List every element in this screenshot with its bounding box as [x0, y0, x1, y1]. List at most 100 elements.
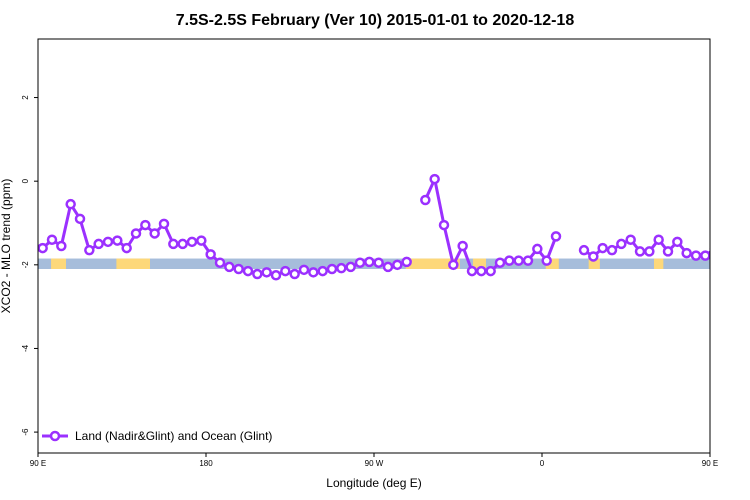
data-point-0-2-8 — [653, 234, 664, 245]
data-point-0-2-14 — [709, 246, 710, 252]
data-point-0-2-0 — [578, 244, 590, 256]
data-point-0-0-2 — [56, 240, 67, 252]
data-point-0-0-30 — [317, 265, 328, 277]
data-point-0-0-13 — [158, 218, 170, 230]
plot-area — [38, 173, 747, 281]
data-point-0-2-13 — [700, 250, 710, 261]
land-band-2 — [405, 258, 460, 269]
data-point-0-0-36 — [373, 257, 384, 268]
data-point-0-2-3 — [606, 244, 618, 256]
data-point-0-0-3 — [65, 198, 76, 210]
data-point-0-0-37 — [382, 261, 394, 273]
data-point-0-0-34 — [354, 257, 366, 268]
data-point-0-0-29 — [308, 267, 319, 278]
land-band-6 — [654, 258, 664, 269]
data-point-0-0-8 — [112, 235, 123, 246]
data-point-0-0-4 — [74, 213, 86, 225]
data-point-0-0-21 — [233, 263, 244, 275]
data-point-0-1-1 — [429, 173, 440, 185]
data-point-0-1-3 — [448, 259, 459, 271]
data-point-0-2-12 — [690, 250, 702, 261]
y-tick-label-3: -4 — [21, 344, 30, 352]
data-point-0-0-14 — [168, 238, 179, 250]
y-axis-label: XCO2 - MLO trend (ppm) — [0, 179, 13, 314]
x-tick-label-3: 0 — [540, 459, 545, 468]
data-point-0-1-6 — [476, 265, 487, 277]
land-band-5 — [588, 258, 600, 269]
data-point-0-0-26 — [280, 265, 291, 277]
data-point-0-2-10 — [672, 236, 683, 248]
data-point-0-2-5 — [625, 234, 636, 245]
data-point-0-0-22 — [242, 265, 254, 277]
legend: Land (Nadir&Glint) and Ocean (Glint) — [42, 429, 272, 443]
data-point-0-1-12 — [532, 243, 543, 255]
data-point-0-2-16 — [729, 242, 737, 250]
data-point-0-0-20 — [224, 261, 235, 273]
data-point-0-1-7 — [485, 265, 496, 277]
data-point-0-2-4 — [616, 238, 627, 250]
data-point-0-2-11 — [681, 247, 692, 259]
x-tick-label-1: 180 — [199, 459, 213, 468]
land-band-4 — [545, 258, 559, 269]
y-tick-label-0: 2 — [21, 95, 30, 100]
data-point-0-0-18 — [205, 249, 216, 260]
land-band-3 — [472, 258, 486, 269]
data-point-0-2-17 — [739, 200, 747, 208]
data-point-0-0-24 — [261, 267, 272, 278]
y-axis: 2 0 -2 -4 -6 — [21, 95, 38, 436]
y-tick-label-2: -2 — [21, 261, 30, 269]
x-tick-label-0: 90 E — [30, 459, 46, 468]
data-point-0-1-2 — [438, 219, 450, 231]
legend-label: Land (Nadir&Glint) and Ocean (Glint) — [75, 429, 272, 443]
x-axis-label: Longitude (deg E) — [326, 476, 421, 490]
data-point-0-1-10 — [513, 255, 524, 266]
data-point-0-2-1 — [588, 251, 599, 262]
data-point-0-2-15 — [720, 236, 728, 244]
data-point-0-1-13 — [541, 255, 552, 266]
data-point-0-0-38 — [392, 259, 403, 271]
data-point-0-0-12 — [149, 228, 160, 239]
data-point-0-0-6 — [93, 238, 104, 250]
data-point-0-0-19 — [214, 257, 226, 268]
data-point-0-0-1 — [46, 234, 58, 245]
data-point-0-0-16 — [186, 236, 198, 248]
data-point-0-0-9 — [121, 242, 132, 254]
chart-title: 7.5S-2.5S February (Ver 10) 2015-01-01 t… — [176, 12, 575, 29]
data-point-0-0-33 — [345, 261, 356, 273]
x-axis: 90 E 180 90 W 0 90 E — [30, 453, 718, 468]
land-band-1 — [116, 258, 150, 269]
data-point-0-0-27 — [289, 268, 300, 280]
data-point-0-1-11 — [522, 255, 534, 266]
data-point-0-0-39 — [401, 256, 412, 268]
data-point-0-0-25 — [270, 270, 282, 281]
data-point-0-2-7 — [644, 246, 655, 257]
data-point-0-2-2 — [597, 242, 608, 254]
data-point-0-0-15 — [177, 238, 188, 250]
data-point-0-0-5 — [84, 244, 95, 256]
data-point-0-0-10 — [130, 228, 142, 239]
data-point-0-0-32 — [336, 262, 347, 274]
data-point-0-1-5 — [466, 265, 478, 277]
data-point-0-0-0 — [38, 242, 48, 254]
data-point-0-0-35 — [364, 256, 375, 268]
data-point-0-1-4 — [457, 240, 468, 252]
data-point-0-0-28 — [298, 264, 310, 276]
data-point-0-2-6 — [634, 246, 646, 257]
y-tick-label-1: 0 — [21, 178, 30, 183]
land-band-0 — [51, 258, 66, 269]
legend-marker-swatch — [49, 430, 61, 442]
data-point-0-0-23 — [252, 268, 263, 280]
data-point-0-0-17 — [196, 235, 207, 246]
data-point-0-0-7 — [102, 236, 114, 248]
data-point-0-1-14 — [550, 231, 562, 242]
data-point-0-0-31 — [326, 263, 338, 275]
x-tick-label-4: 90 E — [702, 459, 718, 468]
data-point-0-1-8 — [494, 257, 506, 268]
data-point-0-1-9 — [504, 255, 515, 266]
data-point-0-1-0 — [420, 194, 431, 206]
y-tick-label-4: -6 — [21, 428, 30, 436]
x-tick-label-2: 90 W — [365, 459, 384, 468]
data-point-0-2-9 — [662, 246, 674, 257]
data-point-0-0-11 — [140, 219, 151, 231]
